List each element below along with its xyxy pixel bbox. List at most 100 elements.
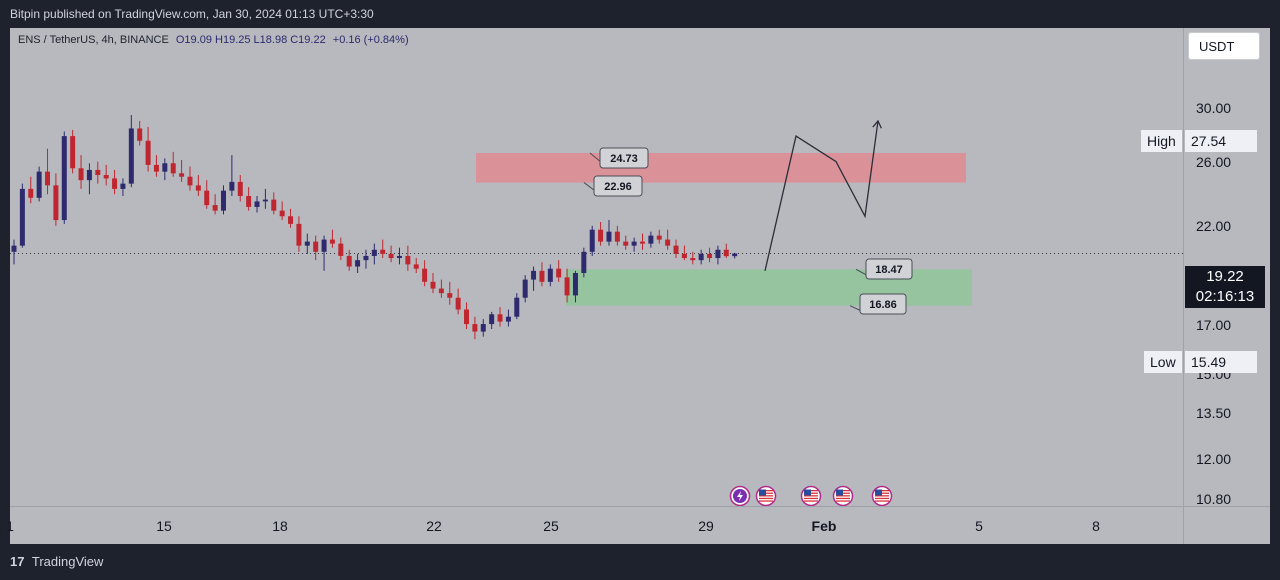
us-flag-canton <box>836 489 843 496</box>
callout-box <box>865 258 913 280</box>
low-value-text: 15.49 <box>1191 354 1227 370</box>
candle-body <box>614 231 620 242</box>
candle-body <box>103 175 109 179</box>
us-flag-canton <box>875 489 882 496</box>
low-label: Low <box>1144 351 1182 373</box>
candle-body <box>288 216 294 224</box>
candle-body <box>396 255 402 259</box>
high-label-text: High <box>1147 133 1176 149</box>
candle-body <box>497 314 503 322</box>
candle-body <box>329 239 335 244</box>
candle-body <box>112 178 118 189</box>
candle-body <box>531 270 537 280</box>
candle-body <box>480 324 486 332</box>
candle-body <box>505 316 511 322</box>
y-tick-label: 13.50 <box>1196 405 1232 421</box>
candle-body <box>221 190 226 211</box>
candle-body <box>707 253 713 259</box>
candle-body <box>514 297 520 317</box>
x-tick-label: 18 <box>272 518 288 534</box>
candle-body <box>271 199 277 211</box>
candle-body <box>447 293 453 298</box>
y-tick-label: 22.00 <box>1196 218 1232 234</box>
candle-body <box>355 260 361 267</box>
candle-body <box>371 249 377 256</box>
callout-box <box>593 175 643 197</box>
y-tick-label: 10.80 <box>1196 491 1232 507</box>
tradingview-footer[interactable]: 17 TradingView <box>10 552 103 572</box>
candle-body <box>363 255 369 261</box>
candle-body <box>572 273 578 296</box>
candle-body <box>153 164 159 172</box>
candle-body <box>137 128 143 141</box>
last-price: 19.22 <box>1206 268 1244 285</box>
candle-body <box>11 245 17 252</box>
candle-body <box>237 181 243 197</box>
candle-body <box>472 324 478 332</box>
candle-body <box>405 255 411 265</box>
candle-body <box>539 270 545 282</box>
candle-body <box>36 171 42 198</box>
chart-pane[interactable]: 24.73 22.96 18.47 16.86 ENS / TetherUS, 4h,… <box>6 28 1270 544</box>
candle-body <box>464 309 470 325</box>
candle-body <box>212 205 218 211</box>
candle-body <box>338 243 344 256</box>
candle-body <box>623 241 629 246</box>
candle-body <box>430 281 436 289</box>
candle-body <box>413 264 419 269</box>
candle-body <box>86 169 92 181</box>
candle-body <box>28 188 34 198</box>
candle-body <box>229 181 235 191</box>
candle-body <box>690 258 696 261</box>
candle-body <box>489 314 495 325</box>
candle-body <box>187 176 193 186</box>
chart-canvas[interactable]: 24.73 22.96 18.47 16.86 <box>10 28 1184 506</box>
candle-body <box>296 223 302 246</box>
candle-body <box>648 235 654 244</box>
candle-body <box>145 140 151 165</box>
candle-body <box>262 199 268 202</box>
last-price-tag: 19.22 02:16:13 <box>1185 266 1265 308</box>
candle-body <box>162 163 168 172</box>
publish-text: Bitpin published on TradingView.com, Jan… <box>10 7 374 21</box>
candle-body <box>455 297 461 310</box>
x-tick-label: Feb <box>811 518 837 534</box>
currency-unit-button[interactable]: USDT <box>1188 32 1260 60</box>
brand-name: TradingView <box>31 554 104 569</box>
us-flag-canton <box>804 489 811 496</box>
candle-body <box>656 235 662 240</box>
high-value: 27.54 <box>1185 130 1257 152</box>
time-axis-separator <box>10 506 1270 507</box>
ohlc-values: O19.09 H19.25 L18.98 C19.22 <box>175 34 326 46</box>
projection-arrowhead <box>872 119 882 129</box>
x-tick-label: 15 <box>156 518 172 534</box>
resistance-zone <box>476 152 966 183</box>
projection-path <box>764 120 879 271</box>
candle-body <box>70 136 76 169</box>
candle-body <box>564 277 570 296</box>
candle-body <box>45 171 51 186</box>
tradingview-logo-icon: 17 <box>10 554 25 569</box>
high-label: High <box>1141 130 1182 152</box>
x-tick-label: 29 <box>698 518 714 534</box>
candle-body <box>598 229 604 242</box>
candle-body <box>640 241 645 244</box>
callout-box <box>859 293 907 315</box>
candle-body <box>631 241 637 246</box>
price-axis-separator <box>1183 28 1184 544</box>
low-label-text: Low <box>1150 354 1176 370</box>
candle-body <box>522 279 528 298</box>
us-flag-stripe <box>836 497 850 500</box>
candle-body <box>581 251 587 274</box>
us-flag-stripe <box>875 495 889 497</box>
candle-body <box>78 168 84 181</box>
low-value: 15.49 <box>1185 351 1257 373</box>
candle-body <box>304 241 310 246</box>
candle-body <box>715 249 721 259</box>
candle-body <box>422 268 428 282</box>
callout-label: 24.73 <box>610 153 638 165</box>
candle-body <box>698 253 704 261</box>
candle-body <box>179 173 185 177</box>
us-flag-stripe <box>804 497 818 500</box>
candle-body <box>279 210 285 217</box>
